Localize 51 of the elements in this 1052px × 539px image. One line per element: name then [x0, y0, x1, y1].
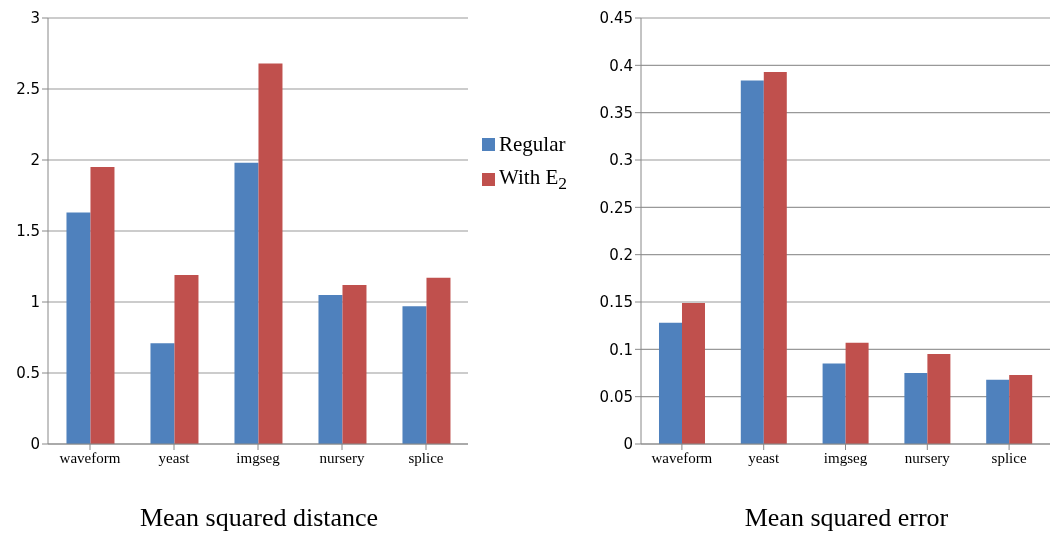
bar	[740, 80, 764, 444]
y-tick-label: 1	[30, 293, 40, 312]
bar	[342, 284, 367, 444]
bar	[1009, 374, 1033, 444]
y-tick-label: 0.2	[609, 245, 633, 264]
bar	[904, 373, 928, 444]
y-tick-label: 0	[30, 435, 40, 454]
x-tick-label: waveform	[651, 449, 713, 466]
x-tick-label: yeast	[158, 449, 191, 466]
x-tick-label: splice	[408, 449, 444, 466]
bar	[845, 342, 869, 444]
x-tick-label: nursery	[904, 449, 951, 466]
y-tick-label: 0	[623, 435, 633, 454]
text: Mean squared distance	[138, 503, 380, 533]
x-tick-label: waveform	[59, 449, 121, 466]
y-tick-label: 0.05	[599, 387, 633, 406]
y-tick-label: 0.4	[609, 56, 633, 75]
x-tick-label: nursery	[319, 449, 365, 466]
y-tick-label: 0.15	[599, 293, 633, 312]
bar	[682, 302, 705, 444]
y-tick-label: 0.35	[599, 103, 633, 122]
bar	[66, 212, 91, 444]
y-tick-label: 0.25	[599, 198, 633, 217]
text: Mean squared error	[743, 503, 950, 533]
bar	[927, 354, 951, 444]
x-tick-label: imgseg	[823, 449, 868, 466]
bar	[234, 162, 259, 444]
bar	[426, 277, 451, 444]
bar	[258, 63, 283, 444]
legend-label: Regular	[499, 132, 566, 157]
y-tick-label: 2	[30, 151, 40, 170]
y-tick-label: 0.1	[609, 340, 633, 359]
bar	[822, 363, 846, 444]
bar	[763, 71, 787, 444]
y-tick-label: 3	[30, 9, 40, 28]
bar	[150, 343, 175, 444]
x-tick-label: splice	[991, 449, 1027, 466]
y-tick-label: 1.5	[16, 222, 40, 241]
bar	[174, 275, 199, 444]
legend-label: With E$_{2}$	[499, 165, 567, 195]
bar	[986, 379, 1010, 444]
bar	[402, 306, 427, 444]
x-tick-label: yeast	[748, 449, 780, 466]
bar	[90, 167, 115, 444]
bar	[659, 322, 682, 444]
y-tick-label: 0.45	[599, 9, 633, 28]
y-tick-label: 2.5	[16, 80, 40, 99]
y-tick-label: 0.5	[16, 364, 40, 383]
x-tick-label: imgseg	[236, 449, 281, 466]
y-tick-label: 0.3	[609, 151, 633, 170]
bar	[318, 294, 343, 444]
